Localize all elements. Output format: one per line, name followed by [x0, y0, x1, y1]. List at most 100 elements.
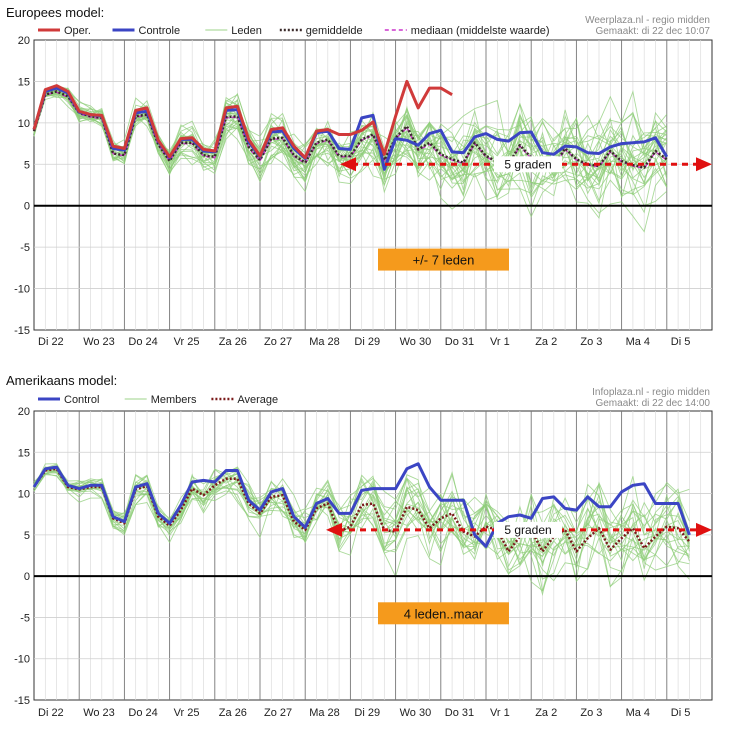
- us-x-tick-label: Zo 3: [580, 707, 602, 719]
- us-y-tick-label: 0: [24, 571, 30, 583]
- us-x-tick-label: Zo 27: [264, 707, 292, 719]
- eu-x-tick-label: Ma 28: [309, 336, 340, 348]
- eu-x-tick-label: Di 5: [671, 336, 691, 348]
- us-y-tick-label: -10: [14, 654, 30, 666]
- eu-y-tick-label: -5: [20, 242, 30, 254]
- eu-x-tick-label: Di 22: [38, 336, 64, 348]
- us-y-tick-label: 5: [24, 530, 30, 542]
- us-band-arrow-right: [696, 522, 712, 537]
- us-series-control: [32, 462, 691, 548]
- american-model-credit-source: Infoplaza.nl - regio midden: [592, 387, 710, 398]
- eu-x-tick-label: Ma 4: [626, 336, 650, 348]
- us-x-tick-label: Ma 28: [309, 707, 340, 719]
- us-members-group: [33, 463, 690, 597]
- eu-legend-item-members: Leden: [205, 25, 262, 37]
- eu-member-line: [33, 86, 668, 195]
- american-model-chart: 20 15 10 5 0 -5 -10 -15 Di 22 Wo 23 Do 24 Vr 25 Za 2…: [14, 394, 713, 719]
- us-x-tick-label: Ma 4: [626, 707, 650, 719]
- us-legend-label: Average: [237, 394, 278, 406]
- us-legend-item-members: Members: [124, 394, 197, 406]
- us-x-tick-label: Wo 23: [83, 707, 115, 719]
- us-annotation-box: [378, 602, 509, 625]
- european-model-title: Europees model:: [6, 5, 105, 20]
- eu-legend-label: mediaan (middelste waarde): [411, 25, 550, 37]
- eu-x-tick-label: Zo 27: [264, 336, 292, 348]
- us-x-tick-label: Do 31: [445, 707, 474, 719]
- eu-x-tick-label: Do 24: [128, 336, 157, 348]
- eu-series-control: [32, 86, 669, 171]
- european-model-credit: Weerplaza.nl - regio midden Gemaakt: di …: [585, 15, 710, 37]
- us-band-label: 5 graden: [504, 523, 551, 537]
- eu-y-tick-label: 5: [24, 159, 30, 171]
- eu-band-label: 5 graden: [504, 157, 551, 171]
- eu-band-label-bg: [494, 156, 562, 173]
- us-y-tick-label: -15: [14, 695, 30, 707]
- eu-x-tick-label: Zo 3: [580, 336, 602, 348]
- eu-legend-label: Oper.: [64, 25, 91, 37]
- us-member-line: [33, 469, 690, 588]
- us-x-tick-label: Za 2: [535, 707, 557, 719]
- us-member-line: [33, 468, 690, 569]
- american-model-credit: Infoplaza.nl - regio midden Gemaakt: di …: [592, 387, 710, 409]
- us-legend-label: Control: [64, 394, 99, 406]
- us-band-label-bg: [494, 521, 562, 538]
- eu-y-tick-label: 10: [18, 118, 30, 130]
- eu-legend-label: Controle: [139, 25, 181, 37]
- eu-y-tick-label: -10: [14, 284, 30, 296]
- us-member-line: [33, 470, 690, 580]
- us-y-tick-label: -5: [20, 612, 30, 624]
- eu-member-line: [33, 90, 668, 201]
- us-x-tick-label: Vr 1: [490, 707, 510, 719]
- eu-series-oper: [32, 79, 453, 160]
- us-x-tick-label: Vr 25: [174, 707, 200, 719]
- eu-x-tick-label: Vr 1: [490, 336, 510, 348]
- us-x-tick-label: Za 26: [219, 707, 247, 719]
- eu-y-tick-label: 0: [24, 201, 30, 213]
- eu-x-tick-label: Wo 30: [400, 336, 432, 348]
- us-y-tick-label: 20: [18, 406, 30, 418]
- us-x-tick-label: Di 29: [354, 707, 380, 719]
- eu-x-tick-label: Za 26: [219, 336, 247, 348]
- us-member-line: [33, 463, 690, 556]
- us-member-line: [33, 472, 690, 561]
- us-legend-item-control: Control: [38, 394, 99, 406]
- european-model-chart: 20 15 10 5 0 -5 -10 -15 Di 22 Wo 23 Do 24 Vr 25 Za 2…: [14, 25, 713, 348]
- eu-band-arrow-right: [696, 157, 712, 172]
- eu-legend-item-control: Controle: [112, 25, 181, 37]
- eu-annotation-box-label: +/- 7 leden: [413, 253, 475, 268]
- us-x-tick-label: Di 22: [38, 707, 64, 719]
- eu-legend-item-mean: gemiddelde: [279, 25, 363, 37]
- eu-x-tick-label: Wo 23: [83, 336, 115, 348]
- us-band-arrow-left: [326, 522, 342, 537]
- eu-annotation-box: [378, 248, 509, 271]
- eu-x-tick-label: Za 2: [535, 336, 557, 348]
- us-member-line: [33, 468, 690, 578]
- american-model-credit-date: Gemaakt: di 22 dec 14:00: [595, 398, 710, 409]
- eu-y-tick-label: 20: [18, 35, 30, 47]
- us-legend-item-average: Average: [211, 394, 278, 406]
- eu-legend-label: gemiddelde: [306, 25, 363, 37]
- us-x-tick-label: Wo 30: [400, 707, 432, 719]
- us-annotation-box-label: 4 leden..maar: [404, 606, 484, 621]
- eu-y-tick-label: -15: [14, 325, 30, 337]
- eu-legend-item-oper: Oper.: [38, 25, 91, 37]
- us-y-tick-label: 10: [18, 489, 30, 501]
- eu-series-mean: [32, 90, 668, 169]
- european-model-credit-source: Weerplaza.nl - regio midden: [585, 15, 710, 26]
- eu-member-line: [33, 89, 668, 210]
- eu-x-tick-label: Di 29: [354, 336, 380, 348]
- european-model-credit-date: Gemaakt: di 22 dec 10:07: [595, 26, 710, 37]
- eu-x-tick-label: Vr 25: [174, 336, 200, 348]
- eu-legend-label: Leden: [231, 25, 262, 37]
- us-x-tick-label: Di 5: [671, 707, 691, 719]
- eu-x-tick-label: Do 31: [445, 336, 474, 348]
- eu-band-arrow-left: [340, 157, 356, 172]
- eu-y-tick-label: 15: [18, 76, 30, 88]
- eu-legend-item-median: mediaan (middelste waarde): [384, 25, 550, 37]
- us-x-tick-label: Do 24: [128, 707, 157, 719]
- american-model-title: Amerikaans model:: [6, 373, 118, 388]
- us-y-tick-label: 15: [18, 447, 30, 459]
- us-legend-label: Members: [151, 394, 197, 406]
- us-series-average: [32, 467, 691, 553]
